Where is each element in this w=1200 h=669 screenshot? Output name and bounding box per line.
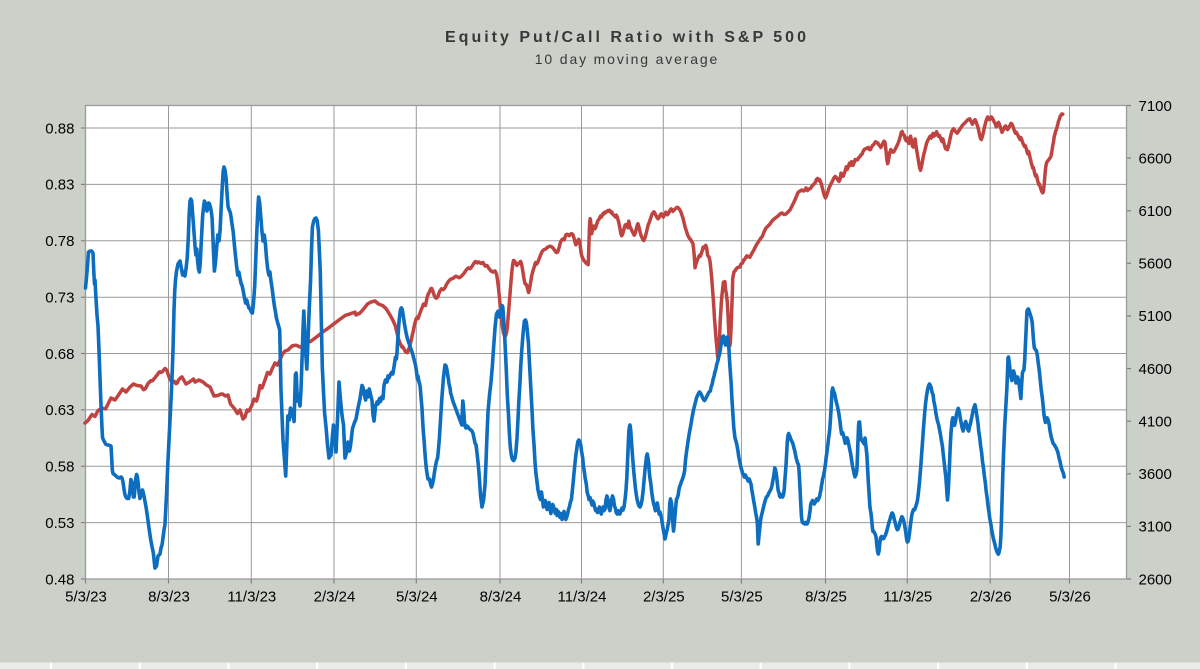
svg-text:Equity Put/Call Ratio with S&P: Equity Put/Call Ratio with S&P 500	[445, 29, 809, 46]
svg-text:3100: 3100	[1139, 519, 1172, 536]
svg-text:0.73: 0.73	[45, 290, 74, 307]
svg-text:0.48: 0.48	[45, 571, 74, 588]
svg-text:5/3/25: 5/3/25	[721, 589, 763, 606]
svg-text:3600: 3600	[1139, 466, 1172, 483]
svg-text:10 day moving average: 10 day moving average	[535, 51, 719, 67]
svg-text:5100: 5100	[1139, 308, 1172, 325]
svg-text:0.78: 0.78	[45, 233, 74, 250]
svg-text:2/3/25: 2/3/25	[643, 589, 685, 606]
svg-text:0.68: 0.68	[45, 346, 74, 363]
svg-text:11/3/23: 11/3/23	[227, 589, 276, 606]
svg-text:0.83: 0.83	[45, 177, 74, 194]
svg-text:0.53: 0.53	[45, 515, 74, 532]
svg-text:0.58: 0.58	[45, 459, 74, 476]
svg-text:0.63: 0.63	[45, 402, 74, 419]
svg-text:5/3/23: 5/3/23	[65, 589, 107, 606]
svg-text:2/3/26: 2/3/26	[970, 589, 1012, 606]
svg-text:8/3/23: 8/3/23	[148, 589, 190, 606]
svg-text:6600: 6600	[1139, 150, 1172, 167]
svg-text:2600: 2600	[1139, 571, 1172, 588]
svg-text:8/3/24: 8/3/24	[480, 589, 522, 606]
svg-text:5600: 5600	[1139, 256, 1172, 273]
svg-text:5/3/24: 5/3/24	[396, 589, 438, 606]
svg-text:4100: 4100	[1139, 414, 1172, 431]
svg-text:5/3/26: 5/3/26	[1049, 589, 1091, 606]
svg-text:2/3/24: 2/3/24	[314, 589, 356, 606]
svg-text:8/3/25: 8/3/25	[805, 589, 847, 606]
svg-text:7100: 7100	[1139, 98, 1172, 115]
svg-text:11/3/24: 11/3/24	[558, 589, 607, 606]
svg-text:4600: 4600	[1139, 361, 1172, 378]
svg-text:6100: 6100	[1139, 203, 1172, 220]
svg-text:11/3/25: 11/3/25	[883, 589, 932, 606]
svg-text:0.88: 0.88	[45, 120, 74, 137]
